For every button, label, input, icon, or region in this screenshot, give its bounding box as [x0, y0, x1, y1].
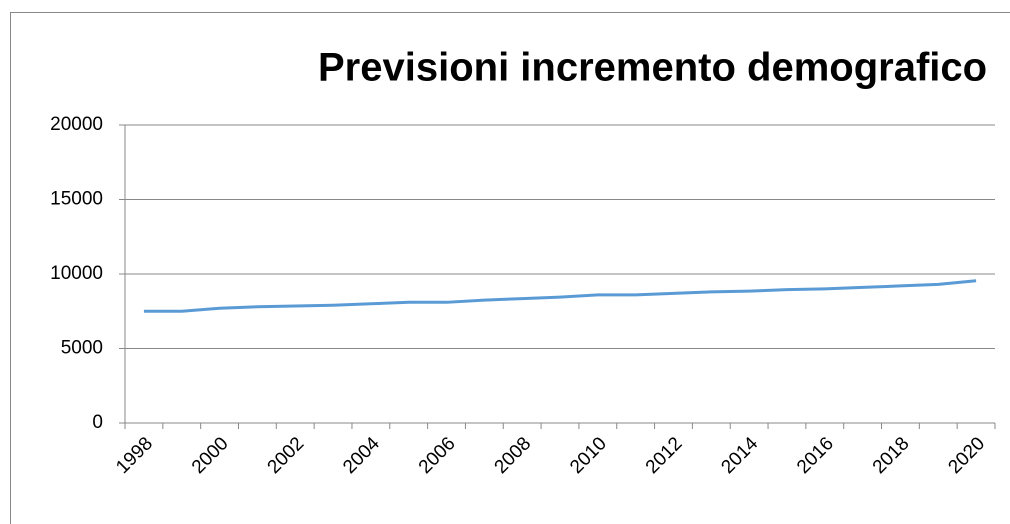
- data-line: [143, 279, 977, 313]
- chart-title: Previsioni incremento demografico: [318, 46, 987, 90]
- y-tick-label: 5000: [61, 338, 103, 359]
- chart-frame: [10, 12, 1010, 524]
- y-tick-label: 0: [92, 412, 103, 433]
- y-tick-label: 15000: [50, 189, 103, 210]
- y-tick-label: 10000: [50, 263, 103, 284]
- y-tick-label: 20000: [50, 114, 103, 135]
